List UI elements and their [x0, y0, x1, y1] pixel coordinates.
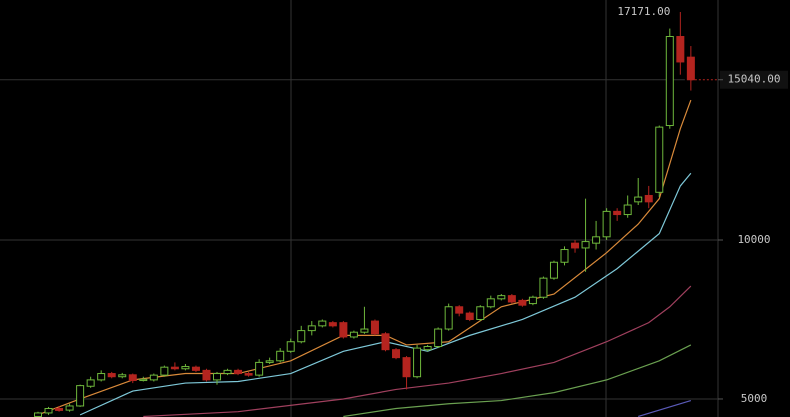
- candle-body: [297, 330, 306, 343]
- y-tick-label: 15040.00: [728, 73, 781, 86]
- candle-body: [86, 379, 95, 387]
- candle-body: [44, 408, 53, 414]
- candle-body: [234, 369, 243, 375]
- candle-body: [613, 210, 622, 216]
- candle-body: [191, 366, 200, 371]
- candle-body: [381, 333, 390, 351]
- candle-body: [402, 357, 411, 378]
- candle-body: [349, 331, 358, 338]
- candle-body: [392, 349, 401, 359]
- candle-body: [571, 242, 580, 249]
- candle-body: [549, 261, 558, 279]
- candle-body: [644, 194, 653, 203]
- candle-body: [465, 312, 474, 320]
- moving-average: [638, 399, 692, 417]
- candle-body: [107, 373, 116, 378]
- candle-body: [455, 306, 464, 314]
- candle-body: [76, 385, 85, 407]
- candle-body: [676, 36, 685, 63]
- candle-body: [655, 126, 664, 193]
- high-label: 17171.00: [617, 5, 670, 18]
- candle-body: [128, 374, 137, 382]
- candle-body: [486, 298, 495, 308]
- candle-body: [149, 374, 158, 381]
- candle-body: [97, 373, 106, 381]
- candle-body: [560, 249, 569, 263]
- candle-body: [65, 405, 74, 411]
- candle-body: [518, 299, 527, 306]
- candle-body: [244, 373, 253, 376]
- candle-body: [213, 373, 222, 381]
- price-label-bg: [720, 70, 788, 89]
- candle-body: [181, 366, 190, 370]
- candle-body: [255, 361, 264, 376]
- candle-body: [202, 369, 211, 381]
- y-tick-label: 10000: [737, 233, 770, 246]
- candle-body: [265, 360, 274, 363]
- candle-body: [665, 36, 674, 127]
- moving-average: [37, 99, 692, 416]
- candle-body: [423, 346, 432, 351]
- moving-average: [79, 172, 692, 416]
- candle-body: [328, 322, 337, 327]
- candle-body: [223, 369, 232, 375]
- candle-body: [602, 210, 611, 238]
- candle-body: [318, 320, 327, 327]
- candle-body: [55, 408, 64, 411]
- candle-body: [160, 366, 169, 376]
- candle-body: [307, 325, 316, 332]
- moving-average: [343, 344, 692, 417]
- candle-body: [170, 366, 179, 370]
- candle-body: [581, 241, 590, 249]
- candle-body: [539, 277, 548, 298]
- y-tick-label: 5000: [741, 392, 768, 405]
- candle-body: [139, 378, 148, 382]
- candle-body: [276, 350, 285, 362]
- candle-body: [528, 296, 537, 305]
- candle-body: [686, 56, 695, 81]
- candle-body: [339, 322, 348, 338]
- candle-body: [434, 328, 443, 348]
- candle-body: [592, 236, 601, 244]
- candle-body: [413, 347, 422, 378]
- candle-body: [286, 341, 295, 352]
- candle-body: [623, 204, 632, 216]
- candle-body: [507, 295, 516, 303]
- moving-average: [143, 285, 692, 417]
- candle-body: [360, 328, 369, 333]
- candle-body: [634, 196, 643, 203]
- candle-body: [34, 412, 42, 417]
- candle-body: [497, 295, 506, 300]
- candle-body: [370, 320, 379, 335]
- candle-body: [118, 374, 127, 378]
- candle-body: [444, 306, 453, 330]
- candle-body: [476, 306, 485, 320]
